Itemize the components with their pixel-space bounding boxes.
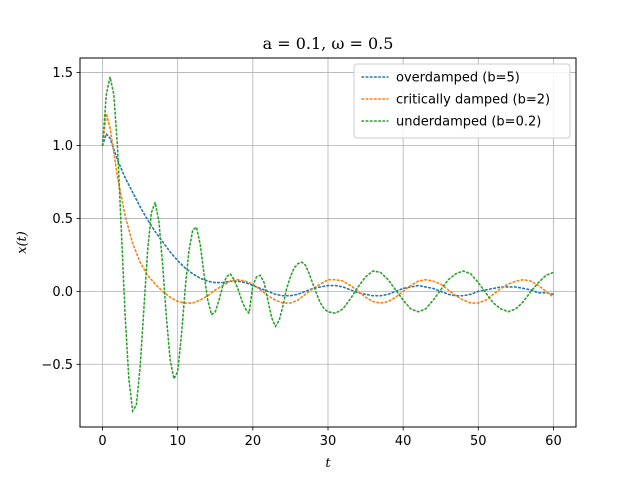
x-tick-label: 40 (395, 434, 412, 449)
x-tick-label: 0 (98, 434, 106, 449)
x-tick-label: 20 (245, 434, 262, 449)
y-tick-label: 0.5 (52, 212, 73, 227)
chart-title: a = 0.1, ω = 0.5 (263, 34, 394, 53)
series-line-3 (101, 76, 555, 414)
legend-label: underdamped (b=0.2) (396, 115, 541, 130)
ticks: 0 10 20 30 40 50 60 −0.5 0.0 0.5 1.0 1.5 (41, 66, 561, 449)
y-axis-label: x(t) (15, 231, 30, 254)
series-line-1 (101, 132, 555, 297)
x-tick-label: 60 (545, 434, 562, 449)
legend-label: overdamped (b=5) (396, 71, 520, 86)
y-tick-label: 1.0 (52, 139, 73, 154)
x-tick-label: 50 (470, 434, 487, 449)
legend-box (353, 63, 571, 139)
series-group (101, 76, 555, 414)
legend: overdamped (b=5) critically damped (b=2) u… (353, 63, 571, 139)
y-tick-label: −0.5 (41, 358, 73, 373)
y-tick-label: 0.0 (52, 285, 73, 300)
legend-label: critically damped (b=2) (396, 93, 550, 108)
x-tick-label: 30 (320, 434, 337, 449)
x-tick-label: 10 (169, 434, 186, 449)
x-axis-label: t (325, 456, 331, 471)
y-tick-label: 1.5 (52, 66, 73, 81)
series-line-2 (101, 113, 555, 304)
